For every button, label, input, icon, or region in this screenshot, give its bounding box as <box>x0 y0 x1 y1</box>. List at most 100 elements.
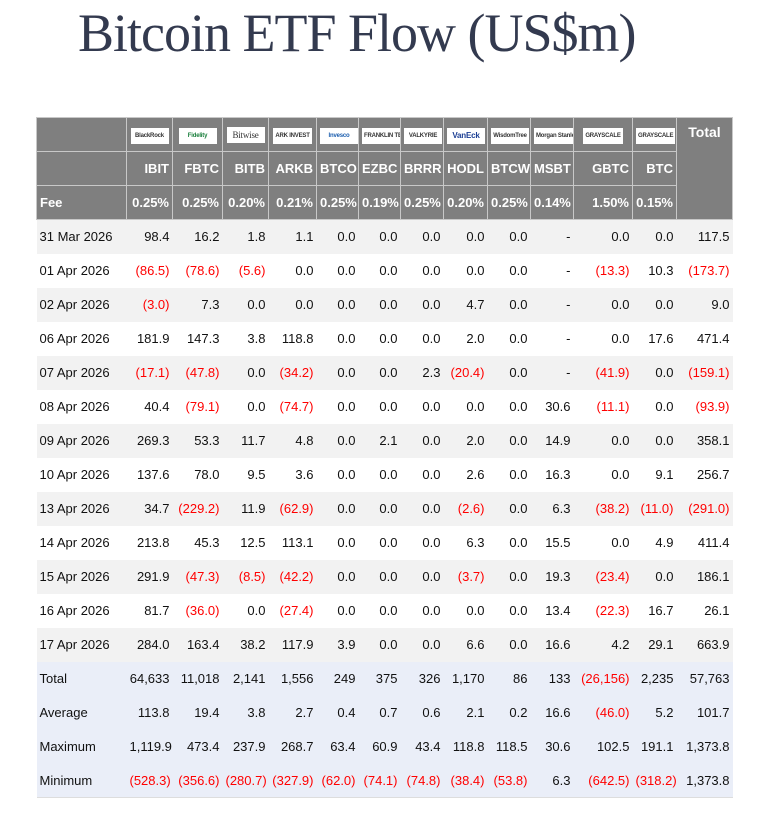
flow-cell: 0.0 <box>422 501 441 516</box>
flow-cell: (79.1) <box>185 399 220 414</box>
date-cell: 01 Apr 2026 <box>39 263 110 278</box>
total-cell: 1,373.8 <box>686 772 730 788</box>
flow-cell: 2.3 <box>422 365 441 380</box>
total-cell: 663.9 <box>696 637 730 652</box>
flow-cell: 1,556 <box>280 671 314 686</box>
flow-cell: 0.0 <box>337 535 356 550</box>
flow-cell: 10.3 <box>648 263 674 278</box>
corner-cell <box>36 117 127 152</box>
flow-cell: 0.0 <box>379 637 398 652</box>
flow-cell: 0.0 <box>466 263 485 278</box>
flow-cell: 11.9 <box>241 501 266 516</box>
fee-msbt: 0.14% <box>530 185 574 220</box>
table-row: 08 Apr 2026 40.4 (79.1) 0.0 (74.7) 0.0 0.0 0.0 0… <box>36 389 733 424</box>
flow-cell: 118.5 <box>495 739 528 754</box>
total-cell: 26.1 <box>704 603 730 618</box>
flow-cell: 0.0 <box>655 297 674 312</box>
ticker-msbt: MSBT <box>530 151 574 186</box>
flow-cell: (356.6) <box>178 772 220 788</box>
flow-cell: 98.4 <box>144 229 170 245</box>
table-row: 31 Mar 2026 98.4 16.2 1.8 1.1 0.0 0.0 0.0 0.0 0.0… <box>36 219 733 254</box>
flow-cell: 0.0 <box>337 263 356 278</box>
flow-cell: 2,235 <box>640 671 674 686</box>
flow-cell: (2.6) <box>457 501 485 516</box>
ark-logo: ARK INVEST <box>273 128 312 144</box>
ticker-bitb: BITB <box>222 151 269 186</box>
flow-cell: 0.0 <box>379 297 398 312</box>
flow-cell: 268.7 <box>280 739 314 754</box>
total-cell: (291.0) <box>688 501 730 516</box>
flow-cell: 17.6 <box>648 331 674 346</box>
flow-cell: 0.0 <box>337 569 356 584</box>
flow-cell: 0.0 <box>247 365 266 380</box>
flow-cell: (20.4) <box>450 365 485 380</box>
flow-cell: (17.1) <box>135 365 170 380</box>
flow-cell: 0.0 <box>509 637 528 652</box>
flow-cell: - <box>566 297 571 312</box>
table-row: 16 Apr 2026 81.7 (36.0) 0.0 (27.4) 0.0 0.0 0.0 0… <box>36 593 733 628</box>
fee-brrr: 0.25% <box>400 185 444 220</box>
flow-cell: 2.7 <box>295 705 314 720</box>
summary-label: Minimum <box>39 772 93 788</box>
summary-rows: Total 64,633 11,018 2,141 1,556 249 375 326 1,17… <box>36 661 733 798</box>
date-cell: 10 Apr 2026 <box>39 467 110 482</box>
flow-cell: (327.9) <box>272 772 314 788</box>
flow-cell: 4.8 <box>295 433 314 448</box>
flow-cell: 0.0 <box>422 297 441 312</box>
invesco-logo: Invesco <box>320 128 358 144</box>
flow-cell: 113.1 <box>281 535 314 550</box>
flow-cell: 137.6 <box>136 467 170 482</box>
fidelity-logo: Fidelity <box>178 128 217 144</box>
flow-cell: 38.2 <box>240 637 266 652</box>
issuer-logo-cell: BlackRock <box>126 117 173 152</box>
date-cell: 14 Apr 2026 <box>39 535 110 550</box>
flow-cell: 0.0 <box>466 229 485 245</box>
franklin-logo: FRANKLIN TEMPLETON <box>362 128 400 144</box>
flow-cell: (62.9) <box>279 501 314 516</box>
flow-cell: 0.0 <box>655 365 674 380</box>
ticker-btc: BTC <box>632 151 677 186</box>
flow-cell: 30.6 <box>545 739 571 754</box>
table-row: 09 Apr 2026 269.3 53.3 11.7 4.8 0.0 2.1 0.0 2.0 0… <box>36 423 733 458</box>
flow-cell: 102.5 <box>596 739 630 754</box>
flow-cell: 78.0 <box>194 467 220 482</box>
flow-cell: (642.5) <box>588 772 630 788</box>
fee-btco: 0.25% <box>316 185 359 220</box>
flow-cell: 2.0 <box>466 433 485 448</box>
date-cell: 06 Apr 2026 <box>39 331 110 346</box>
date-cell: 07 Apr 2026 <box>39 365 110 380</box>
flow-cell: 0.0 <box>611 467 630 482</box>
flow-cell: 0.0 <box>422 603 441 618</box>
flow-cell: 0.0 <box>379 501 398 516</box>
flow-cell: (8.5) <box>238 569 266 584</box>
table-row: 10 Apr 2026 137.6 78.0 9.5 3.6 0.0 0.0 0.0 2.6 0.… <box>36 457 733 492</box>
summary-label: Maximum <box>39 739 96 754</box>
flow-cell: 0.0 <box>509 297 528 312</box>
flow-cell: (22.3) <box>595 603 630 618</box>
ticker-btcw: BTCW <box>487 151 531 186</box>
flow-cell: (38.2) <box>595 501 630 516</box>
flow-cell: 0.0 <box>337 603 356 618</box>
date-cell: 15 Apr 2026 <box>39 569 110 584</box>
flow-cell: 19.4 <box>194 705 220 720</box>
flow-cell: (42.2) <box>279 569 314 584</box>
fee-gbtc: 1.50% <box>573 185 633 220</box>
flow-cell: 118.8 <box>452 739 485 754</box>
flow-cell: 0.6 <box>422 705 441 720</box>
flow-cell: 0.0 <box>509 263 528 278</box>
issuer-logo-cell: FRANKLIN TEMPLETON <box>358 117 401 152</box>
flow-cell: (47.3) <box>185 569 220 584</box>
flow-cell: 0.0 <box>466 399 485 414</box>
etf-flow-table: BlackRock Fidelity Bitwise ARK INVEST Invesc… <box>36 117 733 798</box>
flow-cell: - <box>566 331 571 346</box>
flow-cell: 0.0 <box>379 331 398 346</box>
flow-cell: (13.3) <box>595 263 630 278</box>
flow-cell: 0.0 <box>337 433 356 448</box>
date-cell: 08 Apr 2026 <box>39 399 110 414</box>
date-cell: 31 Mar 2026 <box>39 229 113 245</box>
flow-cell: (11.1) <box>596 399 630 414</box>
total-cell: 57,763 <box>689 671 730 686</box>
summary-row: Maximum 1,119.9 473.4 237.9 268.7 63.4 60.9 43.… <box>36 729 733 764</box>
flow-cell: 0.0 <box>655 399 674 414</box>
flow-cell: 0.0 <box>379 569 398 584</box>
